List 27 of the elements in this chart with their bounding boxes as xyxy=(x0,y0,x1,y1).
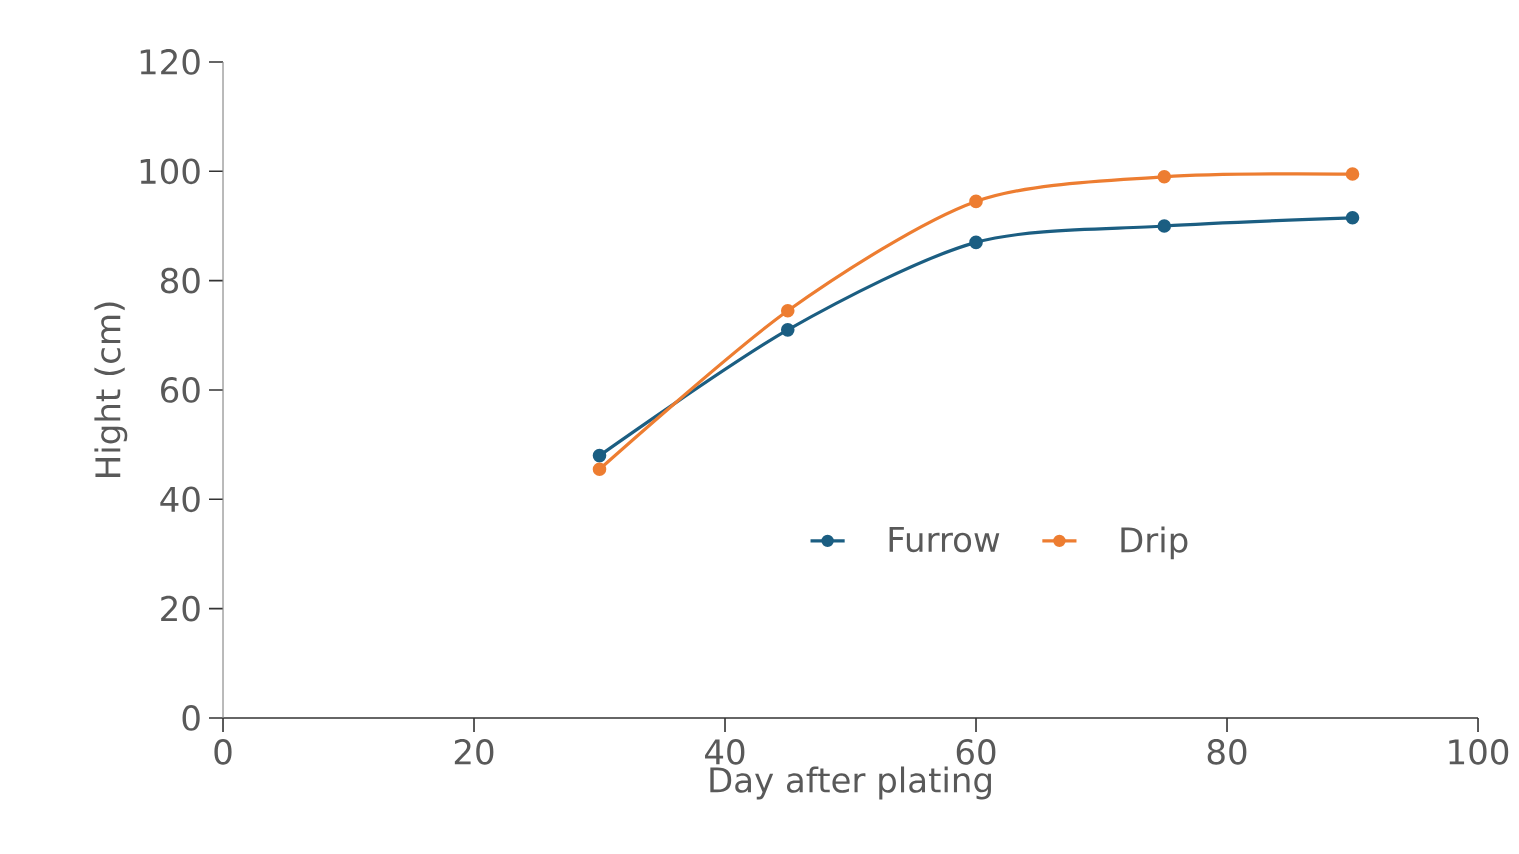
y-tick-label: 100 xyxy=(140,158,200,185)
point xyxy=(969,194,983,209)
legend-label: Furrow xyxy=(889,526,1000,553)
y-tick-label: 20 xyxy=(161,595,200,622)
point xyxy=(780,303,795,318)
x-tick-label: 100 xyxy=(1449,739,1509,765)
x-tick-label: 40 xyxy=(705,739,745,765)
point xyxy=(592,462,607,477)
point xyxy=(1157,169,1172,184)
point xyxy=(780,323,795,337)
y-tick-label: 120 xyxy=(140,49,200,75)
x-tick-label: 0 xyxy=(214,739,232,765)
x-tick-label: 60 xyxy=(956,739,996,765)
y-axis-title: Hight (cm) xyxy=(94,302,128,477)
x-tick-label: 20 xyxy=(454,739,494,765)
point xyxy=(592,448,607,463)
point xyxy=(1345,167,1360,181)
point xyxy=(1157,219,1172,233)
y-tick-label: 40 xyxy=(160,486,200,513)
y-tick-label: 0 xyxy=(182,705,200,731)
point xyxy=(1345,210,1360,225)
y-tick-label: 80 xyxy=(161,267,200,294)
point xyxy=(969,235,983,250)
x-axis-title: Day after plating xyxy=(710,766,991,800)
y-tick-label: 60 xyxy=(161,377,200,403)
legend-label: Drip xyxy=(1121,526,1188,560)
x-tick-label: 80 xyxy=(1207,739,1247,765)
